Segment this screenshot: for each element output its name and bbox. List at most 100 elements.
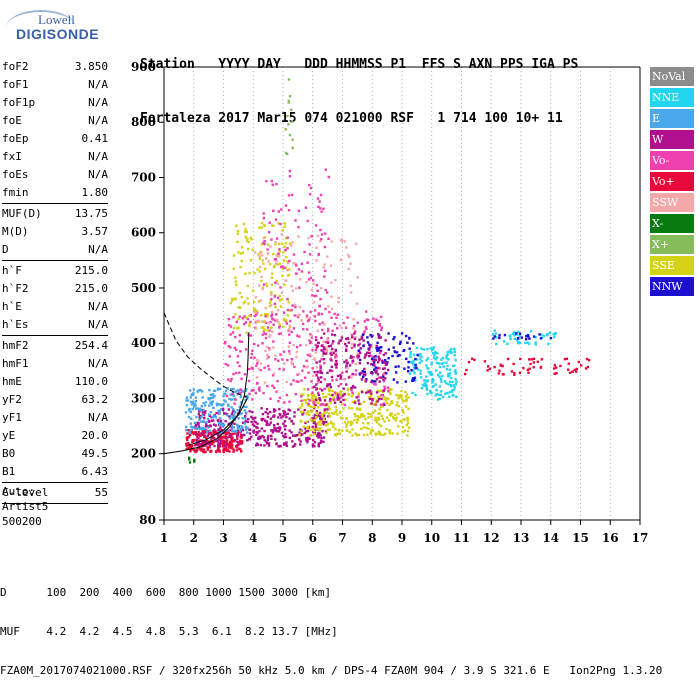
echo-point — [281, 267, 285, 270]
echo-point — [260, 226, 263, 229]
echo-point — [283, 225, 286, 228]
echo-point — [278, 326, 281, 329]
echo-point — [370, 335, 373, 338]
echo-point — [339, 375, 343, 379]
echo-point — [239, 306, 242, 309]
echo-point — [213, 389, 217, 392]
echo-point — [306, 397, 310, 401]
echo-point — [189, 410, 192, 414]
echo-point — [362, 344, 365, 348]
echo-point — [329, 401, 332, 405]
echo-point — [322, 403, 325, 406]
echo-point — [353, 399, 357, 403]
echo-point — [362, 339, 365, 342]
echo-point — [378, 395, 381, 398]
echo-point — [287, 345, 291, 348]
echo-point — [514, 332, 518, 335]
echo-point — [244, 321, 247, 324]
echo-point — [534, 341, 537, 344]
x-tick-label: 4 — [249, 531, 257, 545]
auto-artist: Artist5 — [2, 500, 49, 513]
echo-point — [206, 417, 210, 421]
echo-point — [530, 358, 533, 361]
echo-point — [503, 333, 507, 337]
echo-point — [319, 423, 323, 426]
echo-point — [506, 357, 510, 361]
echo-point — [440, 380, 443, 383]
echo-point — [320, 371, 324, 375]
echo-point — [400, 397, 404, 401]
echo-point — [319, 369, 322, 372]
echo-point — [308, 243, 311, 246]
echo-point — [255, 313, 258, 316]
echo-point — [381, 367, 385, 370]
echo-point — [350, 376, 353, 379]
echo-point — [235, 449, 239, 452]
echo-point — [230, 415, 233, 418]
echo-point — [340, 238, 343, 241]
echo-point — [317, 391, 320, 394]
echo-point — [527, 371, 530, 374]
echo-point — [223, 412, 226, 415]
echo-point — [406, 421, 409, 425]
echo-point — [312, 400, 315, 404]
echo-point — [257, 344, 260, 347]
echo-point — [426, 357, 430, 360]
echo-point — [407, 407, 410, 411]
echo-point — [367, 396, 371, 399]
header-labels: Station YYYY DAY DDD HHMMSS P1 FFS S AXN… — [140, 57, 579, 72]
echo-point — [351, 422, 354, 425]
echo-point — [213, 444, 216, 448]
y-tick-label: 900 — [131, 60, 156, 74]
echo-point — [376, 373, 380, 376]
echo-point — [196, 407, 199, 410]
echo-point — [202, 439, 206, 443]
echo-point — [328, 383, 332, 386]
echo-point — [209, 410, 212, 414]
echo-point — [261, 412, 265, 416]
x-tick-label: 7 — [338, 531, 346, 545]
echo-point — [320, 336, 323, 340]
echo-point — [362, 332, 365, 335]
echo-point — [261, 259, 264, 262]
echo-point — [352, 356, 355, 359]
echo-point — [414, 379, 417, 382]
echo-point — [305, 426, 309, 430]
echo-point — [241, 251, 244, 254]
echo-point — [258, 430, 261, 433]
echo-point — [404, 405, 408, 408]
echo-point — [274, 358, 277, 361]
echo-point — [527, 335, 530, 338]
echo-point — [345, 359, 348, 362]
echo-point — [185, 447, 188, 451]
footer-info: D 100 200 400 600 800 1000 1500 3000 [km… — [0, 560, 662, 690]
echo-point — [292, 253, 296, 256]
param-label: foEs — [2, 168, 29, 181]
echo-point — [208, 431, 211, 434]
echo-point — [498, 336, 501, 340]
echo-point — [402, 418, 406, 421]
echo-point — [446, 350, 449, 354]
echo-point — [218, 444, 222, 447]
echo-point — [196, 390, 199, 393]
echo-point — [229, 428, 232, 432]
echo-point — [502, 340, 506, 343]
echo-point — [257, 319, 260, 322]
echo-point — [317, 312, 320, 315]
echo-point — [419, 372, 422, 375]
echo-point — [224, 400, 227, 403]
echo-point — [329, 397, 332, 401]
echo-point — [276, 318, 279, 322]
echo-point — [266, 329, 269, 332]
echo-point — [201, 440, 204, 443]
echo-point — [212, 414, 216, 418]
echo-point — [186, 399, 190, 402]
echo-point — [369, 333, 372, 337]
echo-point — [293, 314, 296, 317]
echo-point — [308, 253, 312, 256]
echo-point — [230, 435, 233, 438]
param-label: yF1 — [2, 411, 22, 424]
echo-point — [286, 297, 289, 301]
echo-point — [339, 410, 342, 413]
echo-point — [553, 364, 556, 367]
